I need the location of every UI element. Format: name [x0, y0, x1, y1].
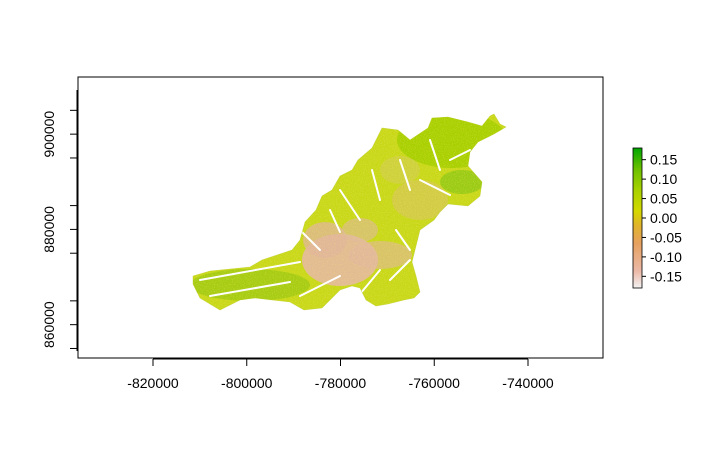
raster-region	[193, 114, 506, 310]
x-axis: -820000 -800000 -780000 -760000 -740000	[127, 358, 554, 391]
y-tick-label: 880000	[41, 206, 57, 253]
legend-tick-label: -0.05	[650, 229, 682, 245]
legend-colorbar	[632, 147, 643, 289]
x-tick-label: -760000	[409, 375, 461, 391]
x-tick-label: -820000	[127, 375, 179, 391]
region-outline	[192, 113, 507, 311]
color-legend: 0.15 0.10 0.05 0.00 -0.05 -0.10 -0.15	[632, 147, 682, 289]
legend-ticks: 0.15 0.10 0.05 0.00 -0.05 -0.10 -0.15	[642, 152, 682, 284]
legend-tick-label: 0.15	[650, 152, 677, 168]
legend-tick-label: 0.10	[650, 171, 677, 187]
x-tick-label: -800000	[221, 375, 273, 391]
plot-frame	[77, 76, 604, 359]
y-axis: 860000 880000 900000	[41, 90, 78, 351]
legend-tick-label: 0.00	[650, 210, 677, 226]
y-tick-label: 860000	[41, 301, 57, 348]
y-tick-label: 900000	[41, 111, 57, 158]
legend-tick-label: -0.10	[650, 249, 682, 265]
x-tick-label: -780000	[315, 375, 367, 391]
x-tick-label: -740000	[502, 375, 554, 391]
legend-tick-label: 0.05	[650, 191, 677, 207]
legend-tick-label: -0.15	[650, 268, 682, 284]
